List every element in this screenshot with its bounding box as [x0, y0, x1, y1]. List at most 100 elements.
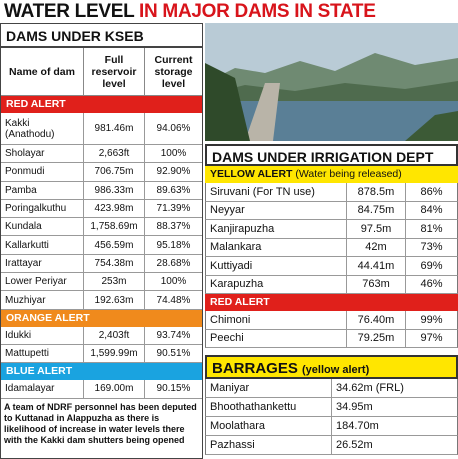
dam-row: Irattayar 754.38m 28.68% — [1, 254, 202, 274]
cell: Siruvani (For TN use) — [210, 185, 315, 198]
cell: 192.63m — [83, 291, 144, 309]
cell: 84% — [405, 201, 457, 219]
cell: 981.46m — [83, 113, 144, 144]
cell: 28.68% — [144, 254, 202, 273]
alert-label: ORANGE ALERT — [1, 309, 202, 327]
dam-photo — [205, 23, 458, 141]
cell: Malankara — [210, 241, 262, 254]
cell: Idukki — [5, 329, 32, 341]
cell: 878.5m — [346, 183, 405, 201]
kseb-heading: DAMS UNDER KSEB — [1, 24, 202, 48]
cell: 456.59m — [83, 236, 144, 254]
dam-row: Kanjirapuzha 97.5m 81% — [205, 220, 458, 239]
right-panel: DAMS UNDER IRRIGATION DEPT YELLOW ALERT (… — [205, 23, 458, 459]
dam-row: Kuttiyadi 44.41m 69% — [205, 257, 458, 276]
cell: 73% — [405, 238, 457, 256]
title: WATER LEVEL IN MAJOR DAMS IN STATE — [0, 0, 458, 23]
cell: 169.00m — [83, 380, 144, 398]
barrage-row: Bhoothathankettu 34.95m — [205, 398, 458, 417]
dam-row: Neyyar 84.75m 84% — [205, 201, 458, 220]
cell: 90.51% — [144, 344, 202, 363]
cell: 754.38m — [83, 254, 144, 273]
barrages-title: BARRAGES — [212, 360, 298, 377]
cell: 2,403ft — [83, 326, 144, 344]
cell: 100% — [144, 145, 202, 163]
alert-label: BLUE ALERT — [1, 363, 202, 381]
cell: 89.63% — [144, 181, 202, 199]
dam-row: Idukki 2,403ft 93.74% — [1, 326, 202, 345]
cell: 100% — [144, 273, 202, 291]
column-header: Name of dam — [9, 65, 75, 78]
cell: Poringalkuthu — [5, 203, 67, 215]
cell: Kuttiyadi — [210, 259, 253, 272]
cell: Kundala — [5, 221, 42, 233]
dam-row: Siruvani (For TN use) 878.5m 86% — [205, 183, 458, 202]
cell: Moolathara — [210, 420, 266, 432]
column-header: Current storage level — [144, 48, 202, 95]
alert-note: (Water being released) — [295, 168, 402, 180]
cell: 763m — [346, 275, 405, 293]
dam-row: Mattupetti 1,599.99m 90.51% — [1, 344, 202, 364]
dam-row: Muzhiyar 192.63m 74.48% — [1, 291, 202, 310]
cell: 79.25m — [346, 329, 405, 347]
cell: 2,663ft — [83, 145, 144, 163]
cell: Kanjirapuzha — [210, 222, 275, 235]
cell: 1,758.69m — [83, 218, 144, 236]
cell: Irattayar — [5, 257, 42, 269]
cell: 81% — [405, 220, 457, 238]
dam-row: Karapuzha 763m 46% — [205, 275, 458, 294]
dam-row: Chimoni 76.40m 99% — [205, 311, 458, 330]
cell: Kallarkutti — [5, 239, 49, 251]
cell: 423.98m — [83, 199, 144, 218]
cell: 42m — [346, 238, 405, 256]
cell: 34.62m (FRL) — [331, 379, 457, 397]
cell: Muzhiyar — [5, 294, 46, 306]
cell: 76.40m — [346, 311, 405, 329]
cell: 86% — [405, 183, 457, 201]
alert-name: RED ALERT — [210, 296, 270, 308]
alert-label: RED ALERT — [205, 294, 458, 311]
cell: 90.15% — [144, 380, 202, 398]
cell: 69% — [405, 257, 457, 275]
cell: Ponmudi — [5, 166, 45, 178]
cell: Lower Periyar — [5, 276, 67, 288]
cell: Karapuzha — [210, 278, 264, 291]
cell: 26.52m — [331, 436, 457, 454]
cell: 706.75m — [83, 163, 144, 181]
cell: 88.37% — [144, 218, 202, 236]
barrages-heading: BARRAGES (yellow alert) — [205, 355, 458, 379]
barrage-row: Moolathara 184.70m — [205, 417, 458, 436]
cell: Bhoothathankettu — [210, 401, 297, 413]
alert-name: YELLOW ALERT — [210, 168, 293, 180]
cell: 71.39% — [144, 199, 202, 218]
cell: 92.90% — [144, 163, 202, 181]
dam-row: Kundala 1,758.69m 88.37% — [1, 218, 202, 237]
cell: 1,599.99m — [83, 344, 144, 363]
barrages-note: (yellow alert) — [302, 364, 370, 376]
alert-label: RED ALERT — [1, 96, 202, 113]
dam-row: Ponmudi 706.75m 92.90% — [1, 163, 202, 182]
irrigation-heading: DAMS UNDER IRRIGATION DEPT — [205, 144, 458, 166]
dam-row: Lower Periyar 253m 100% — [1, 273, 202, 292]
cell: Neyyar — [210, 204, 245, 217]
cell: Chimoni — [210, 313, 251, 326]
cell: 94.06% — [144, 113, 202, 144]
column-headers: Name of dam Full reservoir level Current s… — [1, 48, 202, 96]
dam-row: Idamalayar 169.00m 90.15% — [1, 380, 202, 399]
cell: 986.33m — [83, 181, 144, 199]
cell: 46% — [405, 275, 457, 293]
dam-row: Poringalkuthu 423.98m 71.39% — [1, 199, 202, 219]
dam-row: Peechi 79.25m 97% — [205, 329, 458, 348]
cell: 93.74% — [144, 326, 202, 344]
cell: 253m — [83, 273, 144, 291]
cell: Peechi — [210, 332, 244, 345]
dam-row: Kallarkutti 456.59m 95.18% — [1, 236, 202, 255]
cell: 34.95m — [331, 398, 457, 416]
cell: 95.18% — [144, 236, 202, 254]
dam-row: Pamba 986.33m 89.63% — [1, 181, 202, 200]
cell: 97.5m — [346, 220, 405, 238]
cell: 84.75m — [346, 201, 405, 219]
cell: 74.48% — [144, 291, 202, 309]
dam-row: Malankara 42m 73% — [205, 238, 458, 257]
